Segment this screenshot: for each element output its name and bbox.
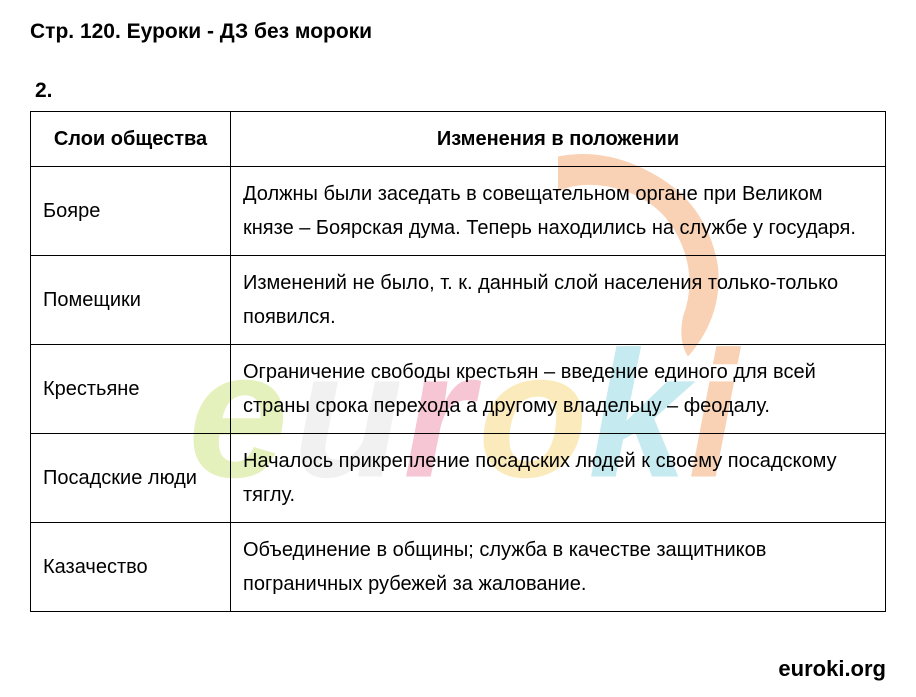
column-header-changes: Изменения в положении	[231, 112, 886, 167]
cell-changes: Изменений не было, т. к. данный слой нас…	[231, 256, 886, 345]
cell-changes: Началось прикрепление посадских людей к …	[231, 434, 886, 523]
society-table: Слои общества Изменения в положении Бояр…	[30, 111, 886, 612]
table-row: Крестьяне Ограничение свободы крестьян –…	[31, 345, 886, 434]
cell-society: Казачество	[31, 523, 231, 612]
cell-changes: Объединение в общины; служба в качестве …	[231, 523, 886, 612]
table-row: Бояре Должны были заседать в совещательн…	[31, 167, 886, 256]
table-row: Помещики Изменений не было, т. к. данный…	[31, 256, 886, 345]
column-header-society: Слои общества	[31, 112, 231, 167]
cell-society: Помещики	[31, 256, 231, 345]
table-header-row: Слои общества Изменения в положении	[31, 112, 886, 167]
cell-society: Крестьяне	[31, 345, 231, 434]
table-row: Казачество Объединение в общины; служба …	[31, 523, 886, 612]
cell-society: Посадские люди	[31, 434, 231, 523]
footer-link: euroki.org	[778, 656, 886, 682]
page-title: Стр. 120. Еуроки - ДЗ без мороки	[30, 20, 886, 44]
cell-society: Бояре	[31, 167, 231, 256]
cell-changes: Должны были заседать в совещательном орг…	[231, 167, 886, 256]
cell-changes: Ограничение свободы крестьян – введение …	[231, 345, 886, 434]
task-number: 2.	[35, 79, 886, 103]
table-row: Посадские люди Началось прикрепление пос…	[31, 434, 886, 523]
